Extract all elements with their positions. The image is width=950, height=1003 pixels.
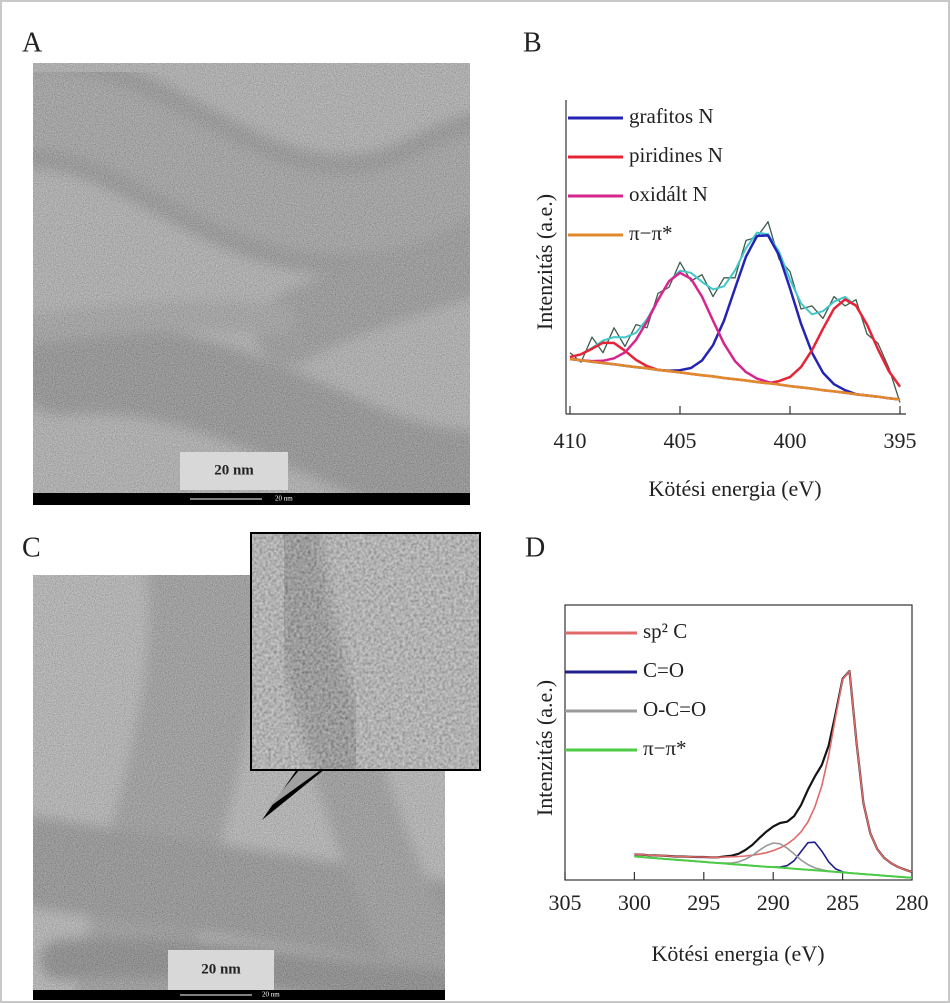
inset-image xyxy=(252,534,479,769)
x-tick-label: 280 xyxy=(896,890,929,915)
series-line xyxy=(569,357,901,401)
x-tick-label: 405 xyxy=(664,428,697,453)
y-axis-label: Intenzitás (a.e.) xyxy=(532,194,557,330)
panel-label: D xyxy=(525,532,545,563)
x-tick-label: 305 xyxy=(549,890,582,915)
legend-label: O-C=O xyxy=(643,697,706,721)
legend-label: piridines N xyxy=(629,143,723,167)
x-tick-label: 410 xyxy=(554,428,587,453)
x-tick-label: 400 xyxy=(774,428,807,453)
panel-label: A xyxy=(22,27,43,58)
x-tick-label: 290 xyxy=(757,890,790,915)
legend-label: C=O xyxy=(643,658,684,682)
inset-pointer-fill xyxy=(268,769,322,808)
series-line xyxy=(569,221,901,403)
scale-label: 20 nm xyxy=(201,961,241,977)
tem-image-a xyxy=(33,63,470,493)
x-axis-label: Kötési energia (eV) xyxy=(651,941,824,966)
x-tick-label: 285 xyxy=(826,890,859,915)
legend-label: π−π* xyxy=(643,736,687,760)
legend-label: grafitos N xyxy=(629,104,714,128)
scale-bar-label: 20 nm xyxy=(275,495,293,503)
scale-label-box xyxy=(168,950,274,990)
plot-frame xyxy=(564,604,913,881)
x-axis-label: Kötési energia (eV) xyxy=(648,476,821,501)
panel-label: B xyxy=(523,27,542,58)
scale-label-box xyxy=(180,452,288,490)
x-tick-label: 395 xyxy=(884,428,917,453)
series-line xyxy=(569,231,901,388)
series-line xyxy=(634,855,913,879)
x-tick-label: 295 xyxy=(687,890,720,915)
legend-label: oxidált N xyxy=(629,182,708,206)
scale-bar-label: 20 nm xyxy=(262,991,280,999)
x-tick-label: 300 xyxy=(618,890,651,915)
series-line xyxy=(634,670,913,873)
scale-label: 20 nm xyxy=(214,462,254,478)
inset-pointer xyxy=(262,765,330,820)
legend-label: sp² C xyxy=(643,619,687,643)
y-axis-label: Intenzitás (a.e.) xyxy=(532,680,557,816)
panel-label: C xyxy=(22,532,41,563)
legend-label: π−π* xyxy=(629,221,673,245)
